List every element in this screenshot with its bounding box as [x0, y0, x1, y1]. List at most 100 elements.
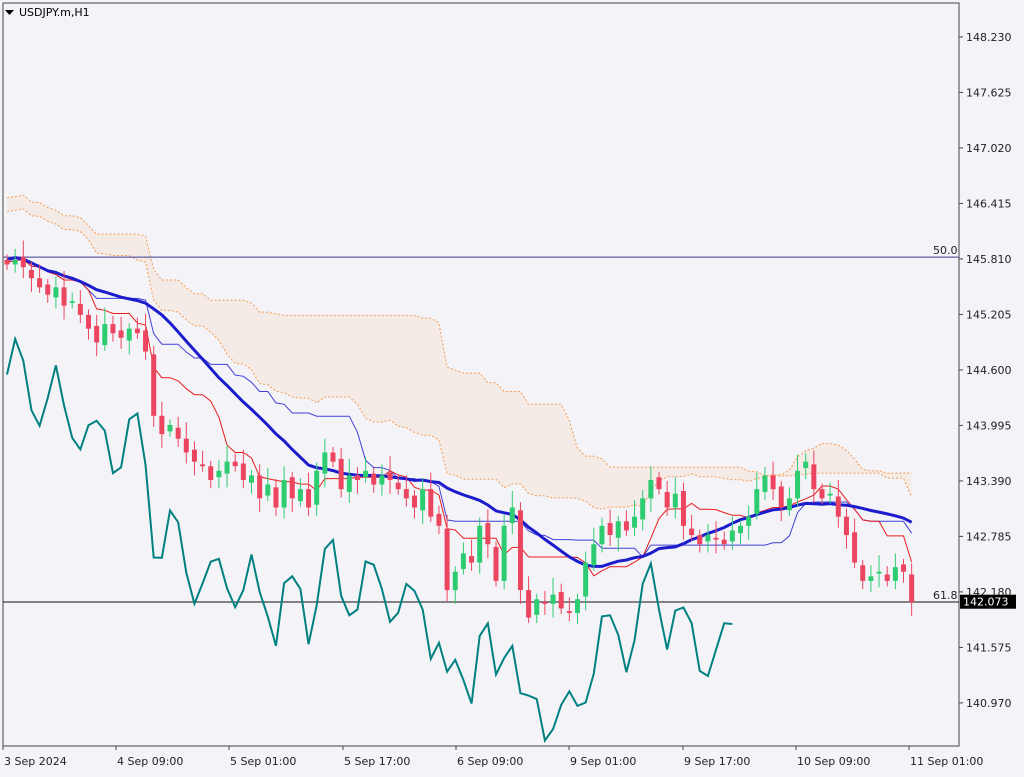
x-tick-label: 5 Sep 01:00: [230, 755, 296, 768]
candle-body: [118, 330, 124, 338]
candle: [53, 276, 59, 309]
candle: [281, 466, 287, 519]
candle: [314, 462, 320, 516]
candle-body: [501, 525, 507, 581]
x-tick-label: 4 Sep 09:00: [117, 755, 183, 768]
candle-body: [314, 470, 320, 505]
candle: [175, 416, 181, 447]
moving-average-line: [6, 255, 913, 568]
candle: [827, 482, 833, 504]
candle-body: [387, 472, 393, 480]
candle: [77, 290, 83, 324]
candle: [118, 316, 124, 349]
candle: [69, 292, 75, 309]
candle-body: [738, 525, 743, 534]
candle: [420, 478, 426, 525]
candle: [412, 490, 417, 519]
y-tick-label: 141.575: [966, 641, 1012, 654]
candle-body: [86, 314, 91, 329]
candle: [436, 505, 442, 535]
candle: [330, 446, 336, 468]
candle: [387, 456, 393, 494]
candle-body: [632, 516, 638, 528]
y-tick-label: 145.205: [966, 308, 1012, 321]
y-tick-label: 143.390: [966, 475, 1012, 488]
candle-body: [20, 257, 26, 268]
x-tick-label: 10 Sep 09:00: [797, 755, 870, 768]
candle-body: [208, 466, 214, 480]
candle-body: [94, 325, 100, 343]
candle-body: [257, 475, 263, 499]
x-tick-label: 6 Sep 09:00: [457, 755, 523, 768]
candle: [566, 597, 572, 622]
candle: [249, 469, 254, 494]
y-tick-label: 148.230: [966, 31, 1012, 44]
candle-body: [183, 438, 189, 453]
current-price-box: [960, 594, 1016, 609]
candle-body: [558, 591, 564, 609]
candle: [143, 313, 149, 360]
candle: [86, 309, 91, 340]
x-tick-label: 5 Sep 17:00: [344, 755, 410, 768]
candle-body: [371, 473, 377, 485]
candle: [615, 515, 621, 552]
candle: [901, 558, 906, 583]
symbol-label: USDJPY.m,H1: [19, 6, 90, 19]
candle-body: [575, 599, 580, 613]
candle: [444, 514, 450, 602]
senkou-span-a: [6, 194, 912, 477]
candle: [151, 346, 157, 427]
candle-body: [436, 513, 442, 526]
candle-body: [729, 530, 735, 542]
y-tick-label: 147.625: [966, 86, 1012, 99]
candle: [428, 472, 434, 523]
candle: [477, 517, 483, 574]
candle-body: [493, 546, 499, 581]
candle-body: [795, 470, 801, 499]
price-axis: 148.230 147.625 147.020 146.415 145.810 145.2…: [959, 31, 1012, 710]
candle-body: [705, 535, 711, 542]
candle: [762, 467, 768, 501]
candle: [191, 441, 197, 476]
candle: [575, 593, 580, 625]
candle: [795, 454, 801, 507]
candle: [12, 248, 18, 273]
dropdown-triangle-icon[interactable]: [5, 10, 14, 15]
candle-body: [53, 287, 59, 298]
candle: [656, 471, 662, 495]
candle-body: [224, 461, 230, 474]
candle-body: [469, 556, 475, 563]
chikou-span-line: [6, 335, 733, 743]
candle: [672, 477, 678, 519]
candle-body: [77, 303, 83, 315]
candle-body: [61, 287, 67, 306]
candle: [517, 502, 523, 604]
candle: [509, 490, 515, 535]
candle: [322, 438, 328, 488]
candle: [395, 474, 401, 495]
candle-body: [901, 564, 906, 572]
candle: [778, 480, 784, 522]
candle: [224, 445, 230, 488]
candle: [20, 240, 26, 279]
candle-body: [746, 516, 752, 526]
candlesticks: [4, 240, 915, 625]
candle: [306, 472, 312, 516]
candle-body: [102, 324, 108, 346]
candle-body: [363, 470, 369, 478]
candle-body: [640, 498, 646, 520]
candle: [94, 314, 100, 357]
candle: [909, 563, 915, 616]
candle-body: [599, 525, 605, 545]
candle-body: [134, 328, 140, 334]
candle-body: [273, 487, 279, 508]
candle: [623, 510, 629, 536]
candle-body: [232, 461, 238, 467]
fib-level-label: 61.8: [933, 589, 958, 602]
candle-body: [534, 599, 540, 615]
candle-body: [216, 470, 222, 478]
candle-body: [517, 510, 523, 591]
candle: [216, 459, 222, 489]
